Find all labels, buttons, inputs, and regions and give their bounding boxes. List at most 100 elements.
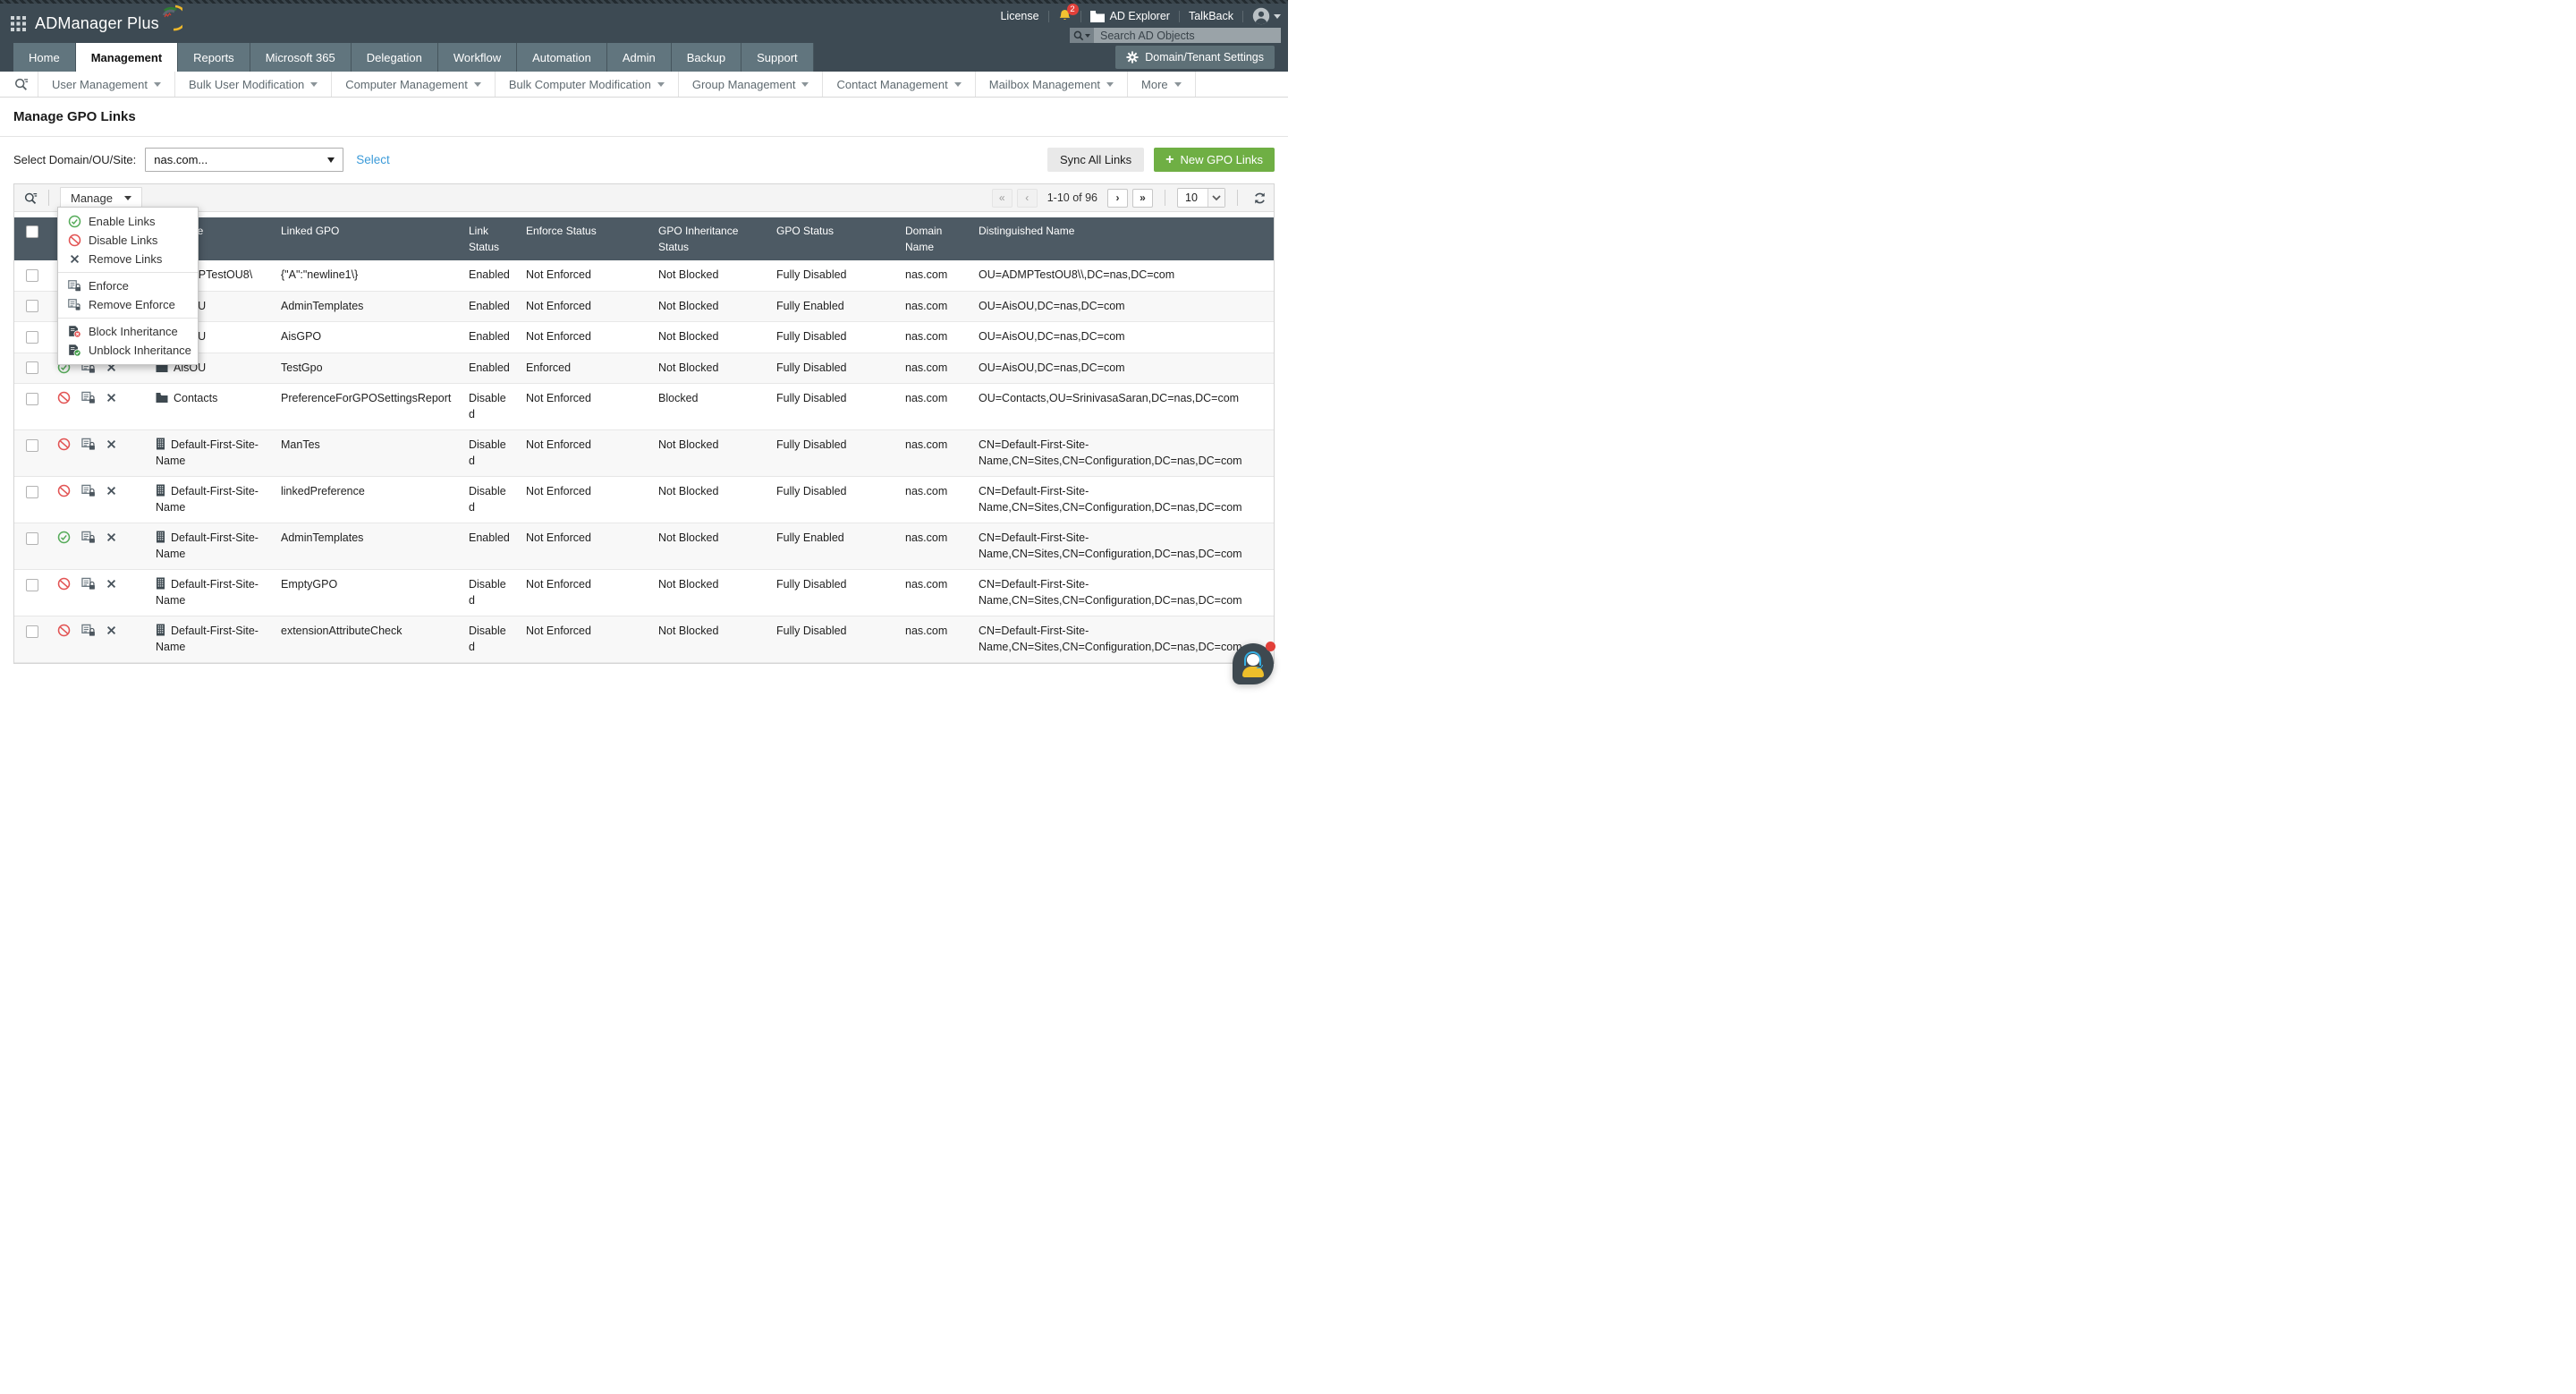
first-page-button[interactable]: « [991,188,1013,208]
subnav-item-user-management[interactable]: User Management [38,72,175,97]
cell-link-status: Disabled [462,476,519,523]
cell-enforce-status: Not Enforced [519,429,651,477]
remove-link-icon[interactable] [106,392,117,404]
content: Manage GPO Links Select Domain/OU/Site: … [0,109,1288,664]
tab-backup[interactable]: Backup [671,43,742,72]
enforce-icon[interactable] [80,531,96,544]
gear-icon [1126,51,1139,64]
license-link[interactable]: License [1000,10,1039,22]
remove-link-icon[interactable] [106,578,117,590]
cell-linked-gpo: AdminTemplates [274,291,462,322]
menu-item-remove-enforce[interactable]: Remove Enforce [58,295,198,314]
row-checkbox[interactable] [26,268,38,282]
cell-gpo-status: Fully Disabled [769,353,898,384]
subnav-item-mailbox-management[interactable]: Mailbox Management [976,72,1129,97]
link-disabled-icon[interactable] [57,624,71,637]
link-disabled-icon[interactable] [57,438,71,451]
row-checkbox[interactable] [26,392,38,405]
refresh-icon[interactable] [1253,191,1267,205]
menu-item-enforce[interactable]: Enforce [58,276,198,295]
column-search-icon[interactable] [24,191,38,205]
row-checkbox[interactable] [26,361,38,375]
link-disabled-icon[interactable] [57,577,71,591]
enforce-icon[interactable] [80,577,96,591]
cell-ou-name: Default-First-Site-Name [148,569,274,616]
enforce-icon[interactable] [80,438,96,451]
tab-admin[interactable]: Admin [606,43,672,72]
tab-workflow[interactable]: Workflow [437,43,518,72]
cell-distinguished-name: OU=AisOU,DC=nas,DC=com [971,291,1274,322]
header-enforce-status: Enforce Status [519,217,651,260]
domain-select[interactable]: nas.com... [145,148,344,172]
enforce-icon[interactable] [80,484,96,497]
tab-home[interactable]: Home [13,43,76,72]
domain-tenant-settings-button[interactable]: Domain/Tenant Settings [1115,46,1275,69]
cell-enforce-status: Not Enforced [519,260,651,292]
chevron-down-icon [1085,33,1090,38]
remove-link-icon[interactable] [106,625,117,636]
app-grid-icon[interactable] [11,15,26,31]
talkback-link[interactable]: TalkBack [1188,10,1233,22]
manage-dropdown-button[interactable]: Manage [60,186,142,209]
link-disabled-icon[interactable] [57,391,71,404]
tab-management[interactable]: Management [75,43,179,72]
row-checkbox[interactable] [26,300,38,313]
row-checkbox[interactable] [26,485,38,498]
subnav-item-bulk-user-modification[interactable]: Bulk User Modification [175,72,333,97]
row-checkbox[interactable] [26,531,38,545]
search-scope-button[interactable] [1070,28,1094,43]
cell-link-status: Enabled [462,523,519,570]
subnav-item-contact-management[interactable]: Contact Management [823,72,976,97]
table-row: Default-First-Site-Name EmptyGPO Disabled N… [14,569,1274,616]
link-disabled-icon[interactable] [57,484,71,497]
next-page-button[interactable]: › [1107,188,1128,208]
tab-reports[interactable]: Reports [178,43,250,72]
subnav-item-more[interactable]: More [1128,72,1196,97]
grid-toolbar: Manage « ‹ 1-10 of 96 › » 10 [14,184,1274,212]
subnav-item-computer-management[interactable]: Computer Management [332,72,496,97]
cell-linked-gpo: linkedPreference [274,476,462,523]
subnav-search-button[interactable] [5,72,38,97]
cell-domain-name: nas.com [898,616,971,663]
tab-automation[interactable]: Automation [517,43,607,72]
cell-gpo-status: Fully Disabled [769,383,898,430]
enforce-icon[interactable] [80,391,96,404]
cell-gpo-status: Fully Disabled [769,321,898,353]
menu-item-remove-links[interactable]: Remove Links [58,250,198,268]
remove-link-icon[interactable] [106,438,117,450]
row-checkbox[interactable] [26,330,38,344]
row-checkbox[interactable] [26,625,38,638]
cell-actions [50,383,148,430]
subnav-items: User Management Bulk User Modification Com… [38,72,1196,97]
subnav-item-bulk-computer-modification[interactable]: Bulk Computer Modification [496,72,679,97]
top-hatch-strip [0,0,1288,4]
page-size-select[interactable]: 10 [1177,188,1225,208]
remove-link-icon[interactable] [106,531,117,543]
menu-item-block-inheritance[interactable]: Block Inheritance [58,322,198,341]
subnav-item-group-management[interactable]: Group Management [679,72,824,97]
new-gpo-links-button[interactable]: + New GPO Links [1154,148,1275,172]
remove-link-icon[interactable] [106,485,117,497]
row-checkbox[interactable] [26,438,38,452]
app-logo: ADManager Plus [35,4,188,37]
tab-delegation[interactable]: Delegation [351,43,438,72]
last-page-button[interactable]: » [1132,188,1153,208]
user-menu[interactable] [1252,7,1281,25]
tab-support[interactable]: Support [741,43,814,72]
search-input[interactable] [1094,28,1281,43]
menu-item-enable-links[interactable]: Enable Links [58,212,198,231]
row-checkbox[interactable] [26,578,38,591]
tab-microsoft-365[interactable]: Microsoft 365 [250,43,352,72]
menu-item-disable-links[interactable]: Disable Links [58,231,198,250]
sync-all-links-button[interactable]: Sync All Links [1046,148,1145,172]
prev-page-button[interactable]: ‹ [1016,188,1038,208]
select-ou-link[interactable]: Select [356,153,390,166]
support-chat-widget[interactable] [1233,642,1275,684]
unblock-inheritance-icon [67,344,81,357]
menu-item-unblock-inheritance[interactable]: Unblock Inheritance [58,341,198,360]
link-enabled-icon[interactable] [57,531,71,544]
ad-explorer-link[interactable]: AD Explorer [1089,10,1170,22]
enforce-icon[interactable] [80,624,96,637]
select-all-checkbox[interactable] [26,225,38,238]
notifications-bell-icon[interactable]: 2 [1058,3,1079,25]
